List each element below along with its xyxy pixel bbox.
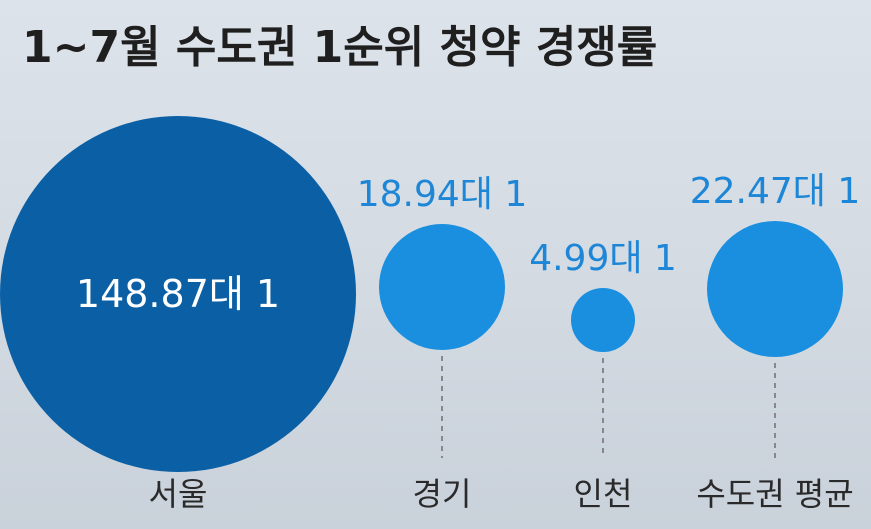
bubble-서울 bbox=[0, 116, 356, 472]
value-label-경기: 18.94대 1 bbox=[357, 174, 528, 215]
bubble-경기 bbox=[379, 224, 505, 350]
category-label-수도권-평균: 수도권 평균 bbox=[696, 475, 853, 513]
value-label-인천: 4.99대 1 bbox=[529, 238, 677, 279]
chart-marks: 148.87대 1 서울 18.94대 1 경기 4.99대 1 인천 22.47대 1 수도… bbox=[0, 116, 860, 513]
value-label-수도권-평균: 22.47대 1 bbox=[690, 171, 861, 212]
category-label-인천: 인천 bbox=[574, 475, 633, 513]
bubble-인천 bbox=[571, 288, 635, 352]
category-label-경기: 경기 bbox=[413, 475, 472, 513]
chart-title: 1~7월 수도권 1순위 청약 경쟁률 bbox=[22, 22, 657, 73]
bubble-수도권-평균 bbox=[707, 221, 843, 357]
category-label-서울: 서울 bbox=[149, 475, 208, 513]
value-label-서울: 148.87대 1 bbox=[76, 272, 280, 316]
